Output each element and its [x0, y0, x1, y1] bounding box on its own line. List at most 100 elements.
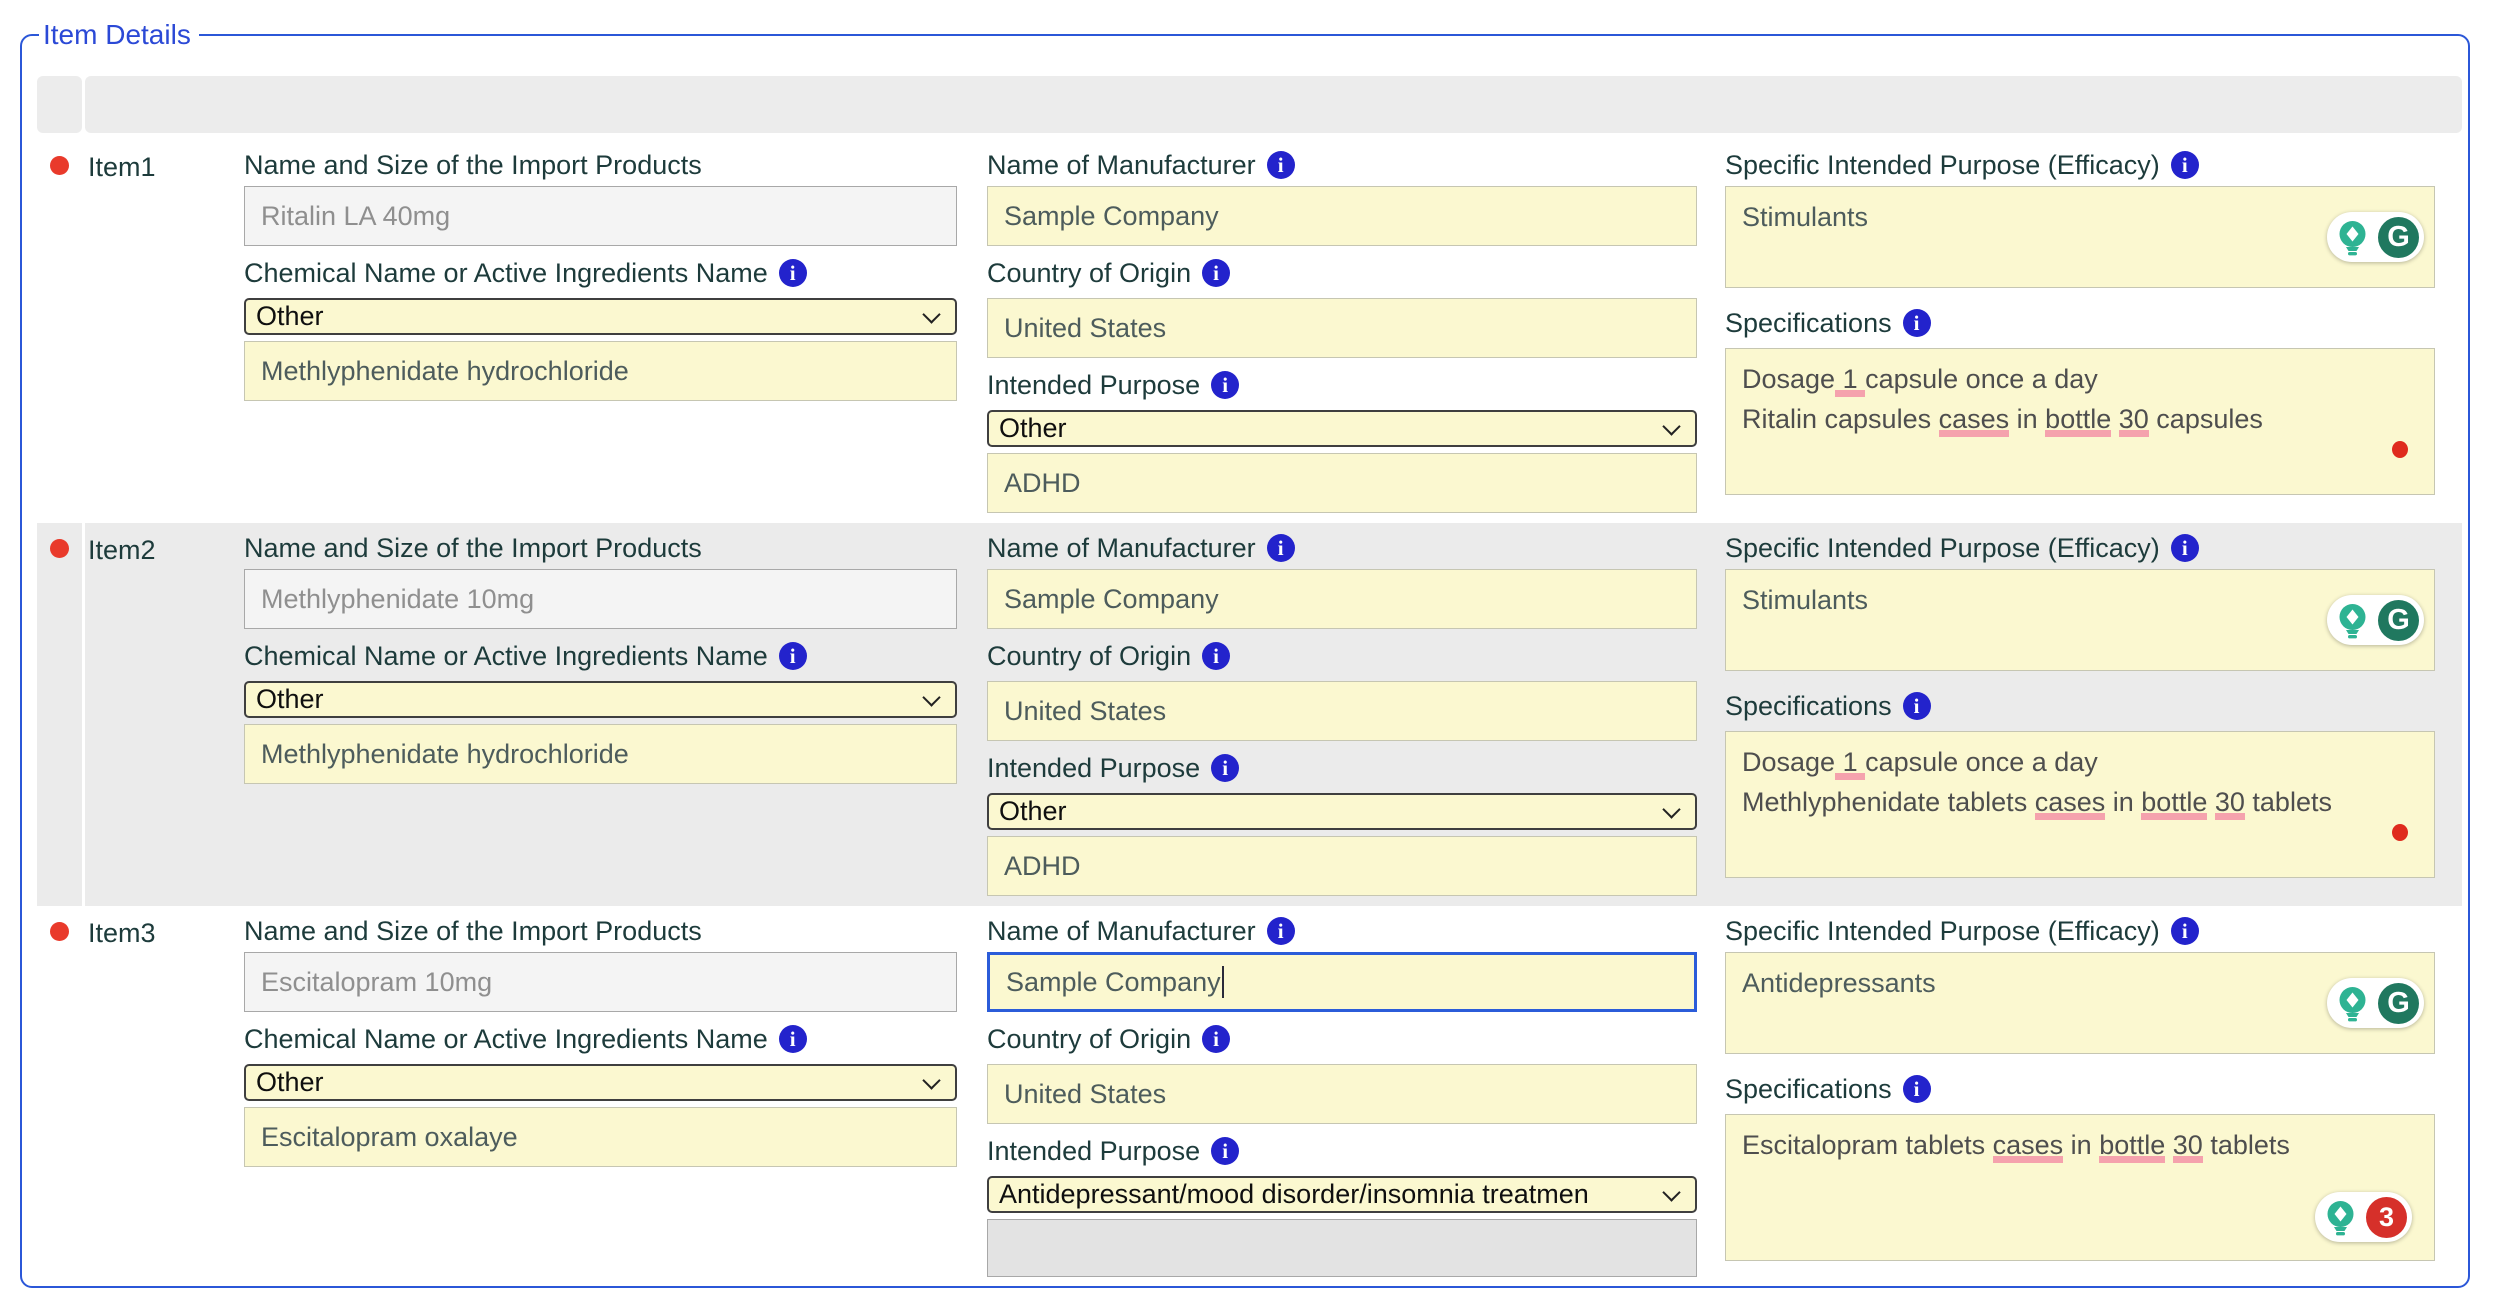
text-cursor	[1221, 966, 1224, 998]
intended-purpose-input-disabled	[987, 1219, 1697, 1277]
manufacturer-label: Name of Manufacturer i	[987, 914, 1697, 948]
intended-purpose-input[interactable]: ADHD	[987, 836, 1697, 896]
table-header-row	[37, 76, 2462, 133]
efficacy-textarea[interactable]: Stimulants G	[1725, 569, 2435, 671]
info-icon[interactable]: i	[2170, 151, 2199, 179]
country-label: Country of Origin i	[987, 256, 1697, 290]
required-status-dot	[50, 922, 69, 941]
info-icon[interactable]: i	[1202, 259, 1231, 287]
efficacy-textarea[interactable]: Antidepressants G	[1725, 952, 2435, 1054]
info-icon[interactable]: i	[1211, 371, 1240, 399]
product-name-input[interactable]: Escitalopram 10mg	[244, 952, 957, 1012]
lightbulb-icon	[2339, 220, 2366, 255]
grammarly-icon: G	[2378, 982, 2419, 1024]
chemical-name-label: Chemical Name or Active Ingredients Name…	[244, 639, 957, 673]
chevron-down-icon	[922, 688, 941, 707]
chevron-down-icon	[1662, 800, 1681, 819]
grammarly-widget[interactable]: G	[2327, 978, 2424, 1028]
specifications-textarea[interactable]: Dosage 1 capsule once a day Methlyphenida…	[1725, 731, 2435, 878]
item-row-3: Item3 Name and Size of the Import Produc…	[37, 906, 2462, 1289]
product-name-input[interactable]: Methlyphenidate 10mg	[244, 569, 957, 629]
chemical-name-input[interactable]: Escitalopram oxalaye	[244, 1107, 957, 1167]
grammarly-widget[interactable]: 3	[2315, 1192, 2412, 1242]
specifications-textarea[interactable]: Dosage 1 capsule once a day Ritalin capsu…	[1725, 348, 2435, 495]
lightbulb-icon	[2327, 1200, 2354, 1235]
specifications-label: Specifications i	[1725, 1072, 2435, 1106]
required-status-dot	[50, 539, 69, 558]
efficacy-textarea[interactable]: Stimulants G	[1725, 186, 2435, 288]
chemical-name-input[interactable]: Methlyphenidate hydrochloride	[244, 341, 957, 401]
chemical-name-label: Chemical Name or Active Ingredients Name…	[244, 256, 957, 290]
header-bar	[85, 76, 2462, 133]
item3-label: Item3	[88, 918, 156, 948]
required-status-dot	[50, 156, 69, 175]
chevron-down-icon	[922, 1071, 941, 1090]
info-icon[interactable]: i	[778, 1025, 807, 1053]
info-icon[interactable]: i	[1266, 917, 1295, 945]
info-icon[interactable]: i	[1266, 151, 1295, 179]
info-icon[interactable]: i	[1211, 754, 1240, 782]
item2-status-cell	[37, 523, 82, 906]
info-icon[interactable]: i	[1902, 309, 1931, 337]
intended-purpose-input[interactable]: ADHD	[987, 453, 1697, 513]
item2-middle-column: Name of Manufacturer i Sample Company Co…	[987, 523, 1697, 896]
intended-purpose-select[interactable]: Other	[987, 793, 1697, 830]
country-input[interactable]: United States	[987, 298, 1697, 358]
grammarly-widget[interactable]: G	[2327, 595, 2424, 645]
info-icon[interactable]: i	[1266, 534, 1295, 562]
country-input[interactable]: United States	[987, 681, 1697, 741]
country-input[interactable]: United States	[987, 1064, 1697, 1124]
chevron-down-icon	[922, 305, 941, 324]
info-icon[interactable]: i	[2170, 534, 2199, 562]
lightbulb-icon	[2339, 603, 2366, 638]
grammarly-widget[interactable]: G	[2327, 212, 2424, 262]
manufacturer-input-focused[interactable]: Sample Company	[987, 952, 1697, 1012]
item1-status-cell	[37, 140, 82, 523]
product-name-label: Name and Size of the Import Products	[244, 915, 702, 946]
product-name-label: Name and Size of the Import Products	[244, 532, 702, 563]
info-icon[interactable]: i	[1202, 1025, 1231, 1053]
item-row-1: Item1 Name and Size of the Import Produc…	[37, 140, 2462, 523]
chemical-name-select[interactable]: Other	[244, 298, 957, 335]
chemical-name-select[interactable]: Other	[244, 1064, 957, 1101]
efficacy-label: Specific Intended Purpose (Efficacy) i	[1725, 914, 2435, 948]
specifications-label: Specifications i	[1725, 689, 2435, 723]
intended-purpose-label: Intended Purpose i	[987, 1134, 1697, 1168]
item2-label: Item2	[88, 535, 156, 565]
item1-left-column: Name and Size of the Import Products Rit…	[244, 140, 957, 401]
info-icon[interactable]: i	[1902, 1075, 1931, 1103]
item3-middle-column: Name of Manufacturer i Sample Company Co…	[987, 906, 1697, 1277]
country-label: Country of Origin i	[987, 1022, 1697, 1056]
info-icon[interactable]: i	[1202, 642, 1231, 670]
intended-purpose-select[interactable]: Other	[987, 410, 1697, 447]
item2-right-column: Specific Intended Purpose (Efficacy) i S…	[1725, 523, 2462, 878]
chevron-down-icon	[1662, 417, 1681, 436]
item1-right-column: Specific Intended Purpose (Efficacy) i S…	[1725, 140, 2462, 495]
specifications-label: Specifications i	[1725, 306, 2435, 340]
manufacturer-label: Name of Manufacturer i	[987, 148, 1697, 182]
manufacturer-label: Name of Manufacturer i	[987, 531, 1697, 565]
grammarly-status-dot	[2392, 824, 2408, 841]
manufacturer-input[interactable]: Sample Company	[987, 569, 1697, 629]
grammarly-icon: G	[2378, 216, 2419, 258]
efficacy-label: Specific Intended Purpose (Efficacy) i	[1725, 531, 2435, 565]
info-icon[interactable]: i	[2170, 917, 2199, 945]
header-status-cell	[37, 76, 82, 133]
intended-purpose-select[interactable]: Antidepressant/mood disorder/insomnia tr…	[987, 1176, 1697, 1213]
info-icon[interactable]: i	[1211, 1137, 1240, 1165]
intended-purpose-label: Intended Purpose i	[987, 751, 1697, 785]
grammarly-status-dot	[2392, 441, 2408, 458]
chemical-name-input[interactable]: Methlyphenidate hydrochloride	[244, 724, 957, 784]
item1-middle-column: Name of Manufacturer i Sample Company Co…	[987, 140, 1697, 513]
info-icon[interactable]: i	[778, 642, 807, 670]
info-icon[interactable]: i	[1902, 692, 1931, 720]
product-name-label: Name and Size of the Import Products	[244, 149, 702, 180]
item2-left-column: Name and Size of the Import Products Met…	[244, 523, 957, 784]
chemical-name-select[interactable]: Other	[244, 681, 957, 718]
item3-right-column: Specific Intended Purpose (Efficacy) i A…	[1725, 906, 2462, 1261]
specifications-textarea[interactable]: Escitalopram tablets cases in bottle 30 …	[1725, 1114, 2435, 1261]
info-icon[interactable]: i	[778, 259, 807, 287]
manufacturer-input[interactable]: Sample Company	[987, 186, 1697, 246]
error-count-badge: 3	[2366, 1196, 2407, 1238]
product-name-input[interactable]: Ritalin LA 40mg	[244, 186, 957, 246]
